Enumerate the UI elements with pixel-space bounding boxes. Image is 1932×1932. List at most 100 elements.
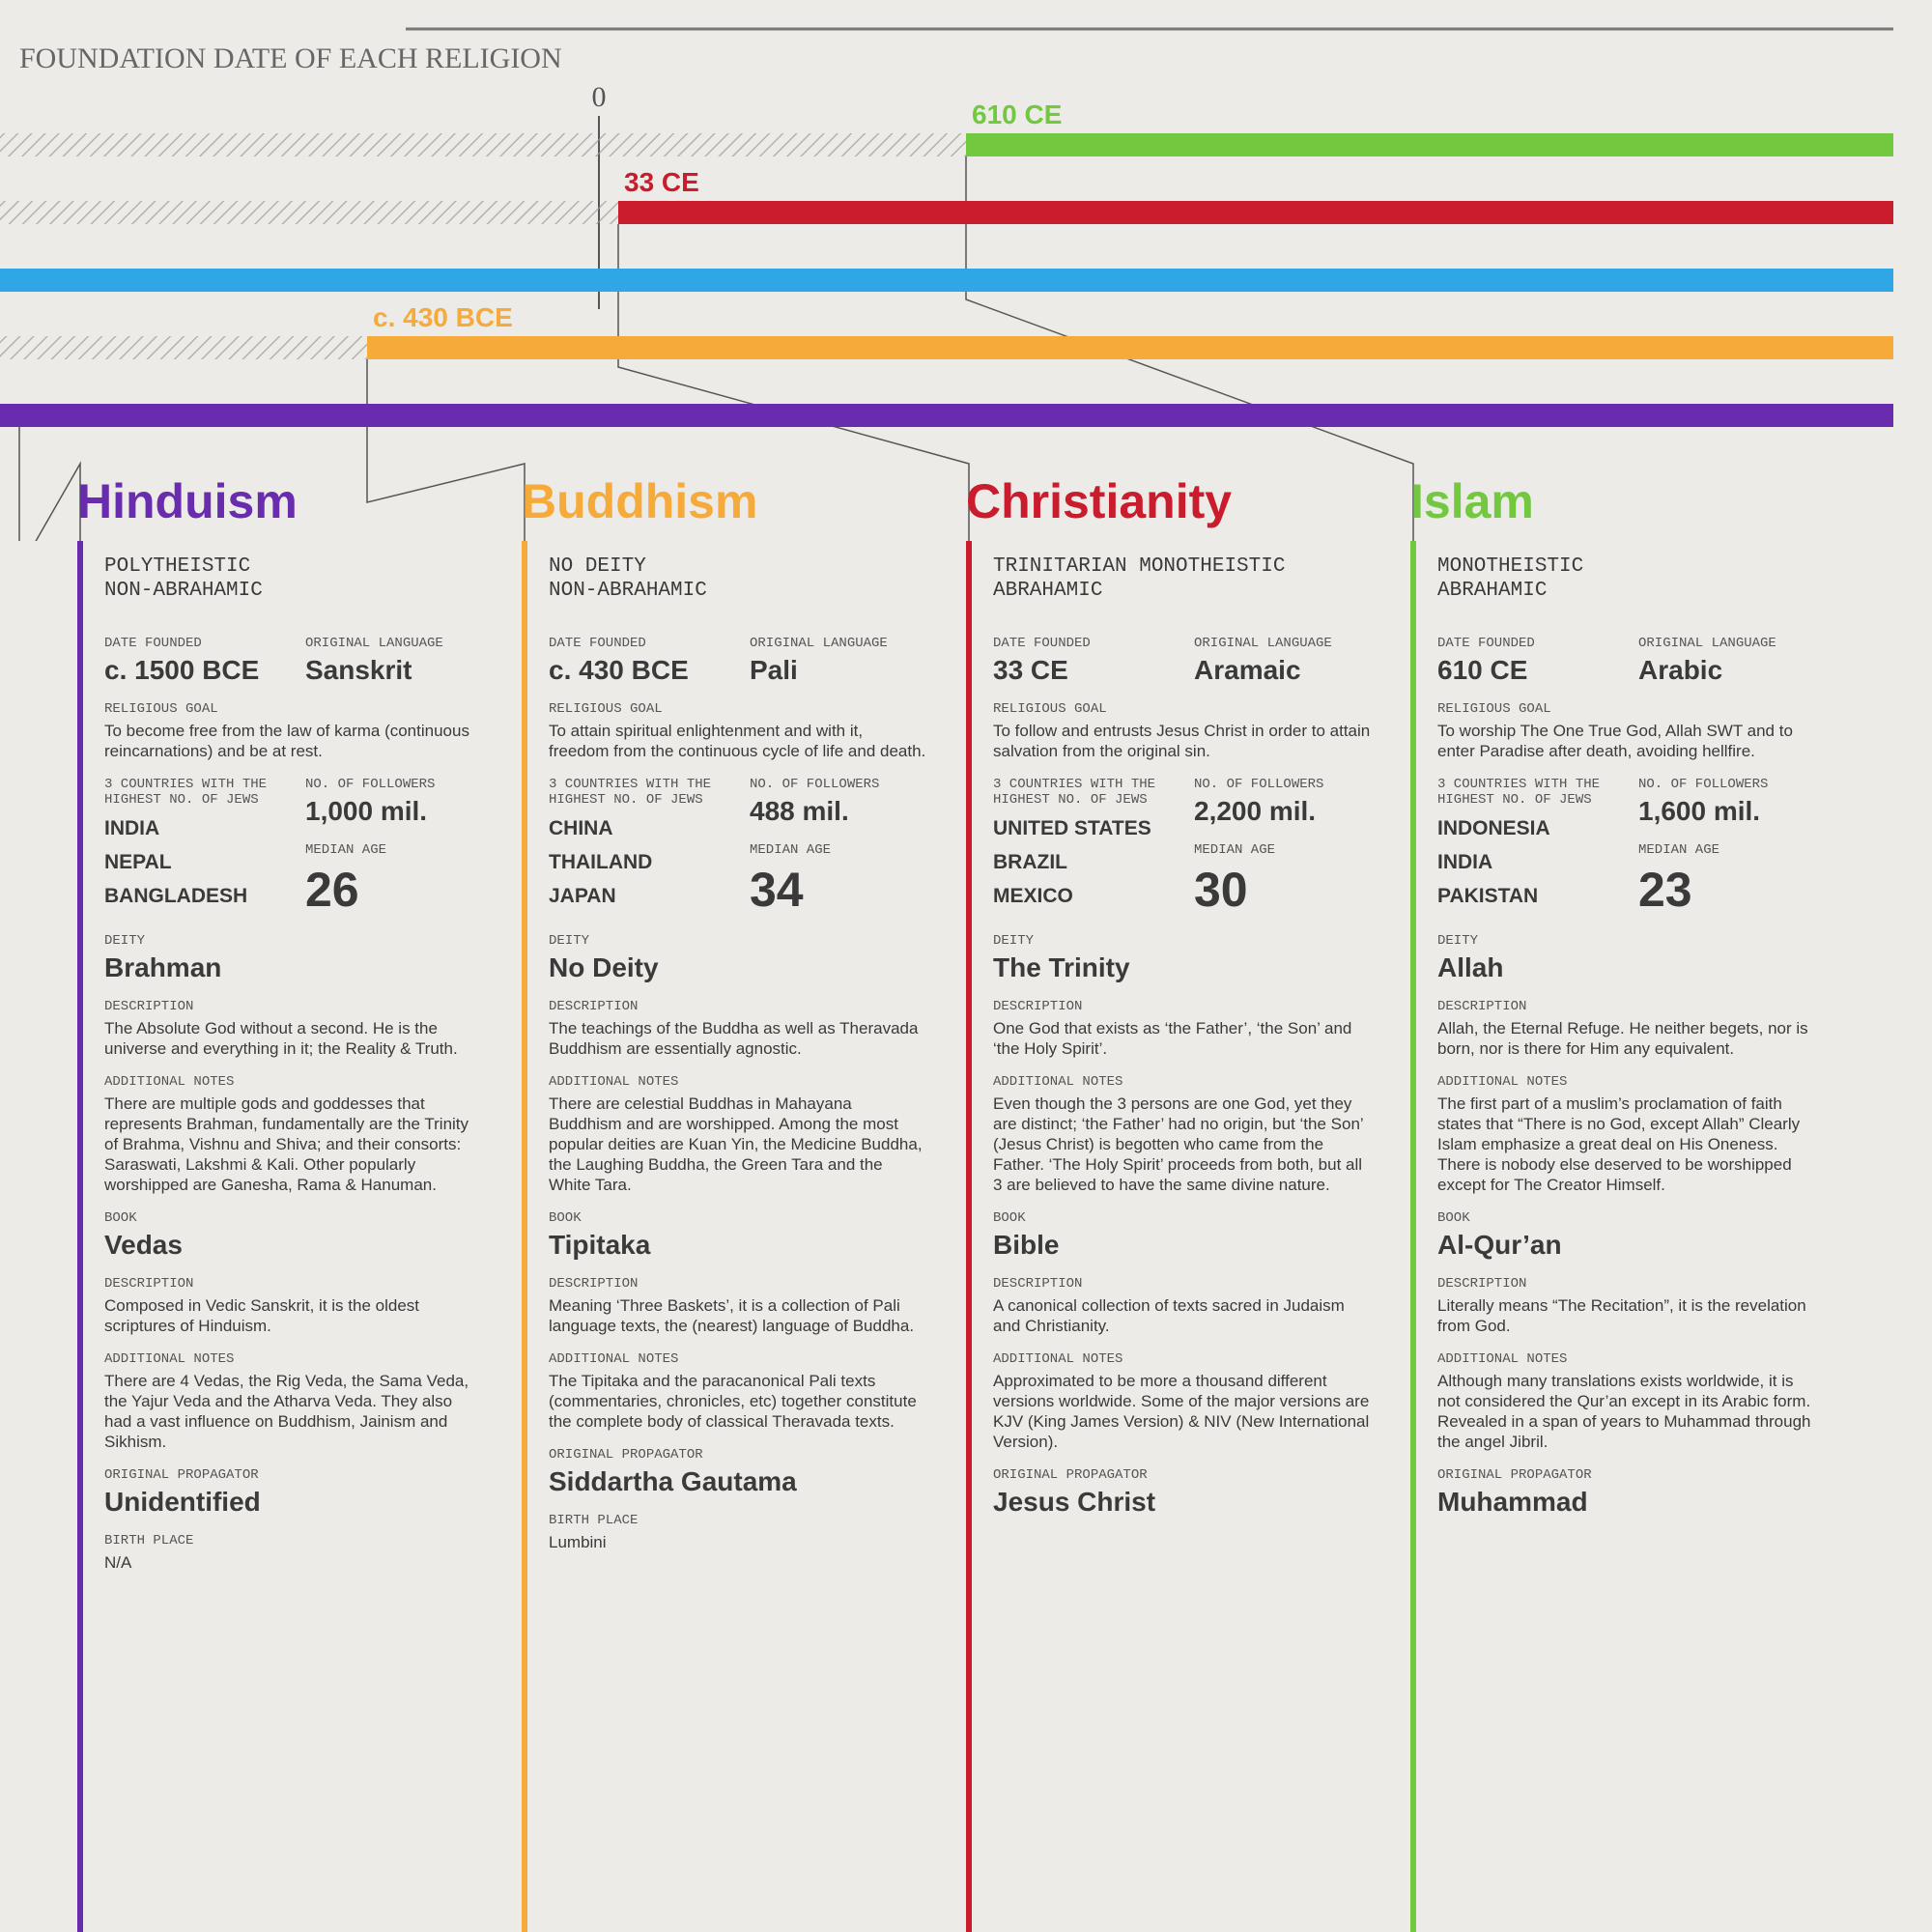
timeline-bar	[966, 133, 1893, 156]
label: DEITY	[993, 933, 1035, 949]
row: 3 COUNTRIES WITH THE HIGHEST NO. OF JEWS…	[104, 761, 483, 918]
label: DESCRIPTION	[549, 1276, 639, 1292]
classification-line: NON-ABRAHAMIC	[549, 580, 707, 602]
stats-block: NO. OF FOLLOWERS 488 mil. MEDIAN AGE 34	[750, 761, 927, 918]
label: DATE FOUNDED	[993, 636, 1091, 651]
book: Al-Qur’an	[1437, 1230, 1562, 1260]
date-founded: c. 1500 BCE	[104, 655, 260, 685]
label: NO. OF FOLLOWERS	[1194, 777, 1324, 792]
label: RELIGIOUS GOAL	[993, 701, 1107, 717]
followers: 488 mil.	[750, 796, 849, 826]
book: Vedas	[104, 1230, 183, 1260]
timeline-title: FOUNDATION DATE OF EACH RELIGION	[19, 43, 562, 74]
language-block: ORIGINAL LANGUAGE Pali	[750, 620, 927, 686]
median-age: 23	[1638, 863, 1692, 917]
label: NO. OF FOLLOWERS	[750, 777, 880, 792]
description: The teachings of the Buddha as well as T…	[549, 1019, 919, 1058]
label: ADDITIONAL NOTES	[104, 1351, 235, 1367]
book-description: Composed in Vedic Sanskrit, it is the ol…	[104, 1296, 419, 1335]
label: ADDITIONAL NOTES	[1437, 1074, 1568, 1090]
religion-name: Christianity	[966, 474, 1233, 528]
description: Allah, the Eternal Refuge. He neither be…	[1437, 1019, 1808, 1058]
label: ORIGINAL LANGUAGE	[1194, 636, 1332, 651]
label: 3 COUNTRIES WITH THE HIGHEST NO. OF JEWS	[993, 777, 1156, 808]
country: INDIA	[1437, 851, 1493, 873]
classification: TRINITARIAN MONOTHEISTIC ABRAHAMIC	[993, 554, 1372, 603]
label: DEITY	[104, 933, 146, 949]
religion-column: POLYTHEISTIC NON-ABRAHAMIC DATE FOUNDED c. …	[77, 541, 483, 1932]
stats-block: NO. OF FOLLOWERS 2,200 mil. MEDIAN AGE 30	[1194, 761, 1372, 918]
label: MEDIAN AGE	[1638, 842, 1720, 858]
country: INDONESIA	[1437, 817, 1550, 839]
country: JAPAN	[549, 885, 616, 907]
bar-label: 610 CE	[972, 99, 1062, 129]
label: DEITY	[1437, 933, 1479, 949]
label: ORIGINAL LANGUAGE	[305, 636, 443, 651]
median-age: 26	[305, 863, 359, 917]
book-notes: There are 4 Vedas, the Rig Veda, the Sam…	[104, 1372, 469, 1451]
deity: The Trinity	[993, 952, 1130, 982]
religion-column: NO DEITY NON-ABRAHAMIC DATE FOUNDED c. 430 …	[522, 541, 927, 1932]
country: PAKISTAN	[1437, 885, 1539, 907]
language: Pali	[750, 655, 798, 685]
notes: Even though the 3 persons are one God, y…	[993, 1094, 1364, 1194]
timeline-bar	[618, 201, 1893, 224]
label: DATE FOUNDED	[549, 636, 646, 651]
book-description: A canonical collection of texts sacred i…	[993, 1296, 1345, 1335]
classification-line: MONOTHEISTIC	[1437, 555, 1584, 578]
label: BOOK	[104, 1210, 137, 1226]
notes: The first part of a muslim’s proclamatio…	[1437, 1094, 1801, 1194]
label: MEDIAN AGE	[1194, 842, 1276, 858]
date-founded: c. 430 BCE	[549, 655, 689, 685]
language-block: ORIGINAL LANGUAGE Aramaic	[1194, 620, 1372, 686]
classification: POLYTHEISTIC NON-ABRAHAMIC	[104, 554, 483, 603]
followers: 1,000 mil.	[305, 796, 428, 826]
country: BRAZIL	[993, 851, 1067, 873]
stats-block: NO. OF FOLLOWERS 1,600 mil. MEDIAN AGE 23	[1638, 761, 1816, 918]
hatch	[0, 336, 367, 359]
religion-name: Islam	[1410, 474, 1534, 528]
book-notes: Approximated to be more a thousand diffe…	[993, 1372, 1370, 1451]
birth-place: N/A	[104, 1553, 132, 1572]
countries-block: 3 COUNTRIES WITH THE HIGHEST NO. OF JEWS…	[549, 761, 726, 918]
language: Arabic	[1638, 655, 1723, 685]
zero-marker: 0	[592, 81, 607, 113]
row: 3 COUNTRIES WITH THE HIGHEST NO. OF JEWS…	[993, 761, 1372, 918]
label: ADDITIONAL NOTES	[549, 1074, 679, 1090]
row: 3 COUNTRIES WITH THE HIGHEST NO. OF JEWS…	[549, 761, 927, 918]
language-block: ORIGINAL LANGUAGE Arabic	[1638, 620, 1816, 686]
deity: Brahman	[104, 952, 222, 982]
country: BANGLADESH	[104, 885, 248, 907]
classification: NO DEITY NON-ABRAHAMIC	[549, 554, 927, 603]
label: BIRTH PLACE	[104, 1533, 194, 1548]
label: DESCRIPTION	[993, 999, 1083, 1014]
country: CHINA	[549, 817, 613, 839]
label: DESCRIPTION	[549, 999, 639, 1014]
description: The Absolute God without a second. He is…	[104, 1019, 458, 1058]
label: ORIGINAL PROPAGATOR	[993, 1467, 1148, 1483]
timeline: FOUNDATION DATE OF EACH RELIGION 0 610 C…	[0, 27, 1893, 541]
date-block: DATE FOUNDED 33 CE	[993, 620, 1171, 686]
label: DESCRIPTION	[104, 999, 194, 1014]
bar-label: 33 CE	[624, 167, 699, 197]
country: NEPAL	[104, 851, 172, 873]
propagator: Muhammad	[1437, 1487, 1588, 1517]
label: BOOK	[549, 1210, 582, 1226]
date-block: DATE FOUNDED c. 430 BCE	[549, 620, 726, 686]
countries-block: 3 COUNTRIES WITH THE HIGHEST NO. OF JEWS…	[104, 761, 282, 918]
label: ORIGINAL PROPAGATOR	[1437, 1467, 1592, 1483]
label: DESCRIPTION	[993, 1276, 1083, 1292]
followers: 1,600 mil.	[1638, 796, 1761, 826]
timeline-bar	[367, 336, 1893, 359]
classification-line: TRINITARIAN MONOTHEISTIC	[993, 555, 1286, 578]
propagator: Jesus Christ	[993, 1487, 1156, 1517]
timeline-bar	[0, 404, 1893, 427]
deity: Allah	[1437, 952, 1504, 982]
countries-block: 3 COUNTRIES WITH THE HIGHEST NO. OF JEWS…	[993, 761, 1171, 918]
classification-line: NO DEITY	[549, 555, 646, 578]
description: One God that exists as ‘the Father’, ‘th…	[993, 1019, 1352, 1058]
label: ADDITIONAL NOTES	[993, 1351, 1123, 1367]
connector	[965, 156, 1414, 541]
classification-line: ABRAHAMIC	[993, 580, 1103, 602]
